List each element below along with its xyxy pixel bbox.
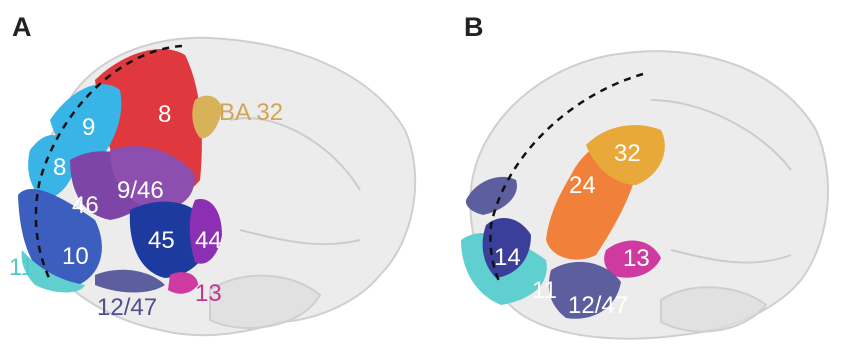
label-32: 32 — [614, 140, 641, 167]
label-8-left: 8 — [53, 154, 66, 181]
region-12-47 — [548, 261, 621, 319]
brain-fold — [239, 229, 361, 246]
region-ba32 — [192, 95, 222, 139]
brain-render-b: 32 24 14 13 11 12/47 — [461, 50, 829, 340]
region-32 — [586, 125, 665, 185]
region-13 — [168, 272, 198, 294]
label-13: 13 — [623, 245, 650, 272]
panel-b: 32 24 14 13 11 12/47 B — [421, 0, 841, 354]
label-13: 13 — [195, 280, 222, 307]
region-13 — [604, 240, 661, 278]
label-12-47: 12/47 — [97, 294, 157, 321]
label-9: 9 — [82, 114, 95, 141]
cerebellum-outline — [209, 274, 322, 329]
region-44 — [189, 199, 222, 264]
label-14: 14 — [494, 244, 521, 271]
label-ba32: BA 32 — [219, 99, 283, 126]
label-11: 11 — [532, 277, 557, 304]
dashed-boundary-line — [489, 72, 644, 286]
label-9-46: 9/46 — [117, 177, 164, 204]
cerebellum-outline — [660, 286, 768, 333]
panel-label-a: A — [12, 12, 32, 42]
label-44: 44 — [195, 227, 222, 254]
region-11 — [21, 250, 85, 293]
label-46: 46 — [72, 192, 99, 219]
region-14 — [482, 217, 531, 278]
label-8-top: 8 — [158, 101, 171, 128]
region-10 — [18, 189, 102, 288]
brain-fold — [670, 249, 792, 264]
panel-a: 8 9 8 9/46 46 10 45 44 11 12/47 13 BA 32… — [0, 0, 420, 354]
label-11: 11 — [9, 254, 34, 281]
brain-fold — [229, 117, 361, 191]
region-12-47 — [95, 269, 165, 293]
label-10: 10 — [62, 243, 89, 270]
region-9-blue — [50, 84, 122, 162]
panel-label-b: B — [464, 12, 484, 42]
brain-render-a: 8 9 8 9/46 46 10 45 44 11 12/47 13 BA 32 — [9, 36, 417, 337]
brain-fold — [650, 99, 792, 171]
label-24: 24 — [569, 172, 596, 199]
label-45: 45 — [148, 227, 175, 254]
region-9-46 — [110, 146, 195, 210]
label-12-47: 12/47 — [568, 292, 628, 319]
